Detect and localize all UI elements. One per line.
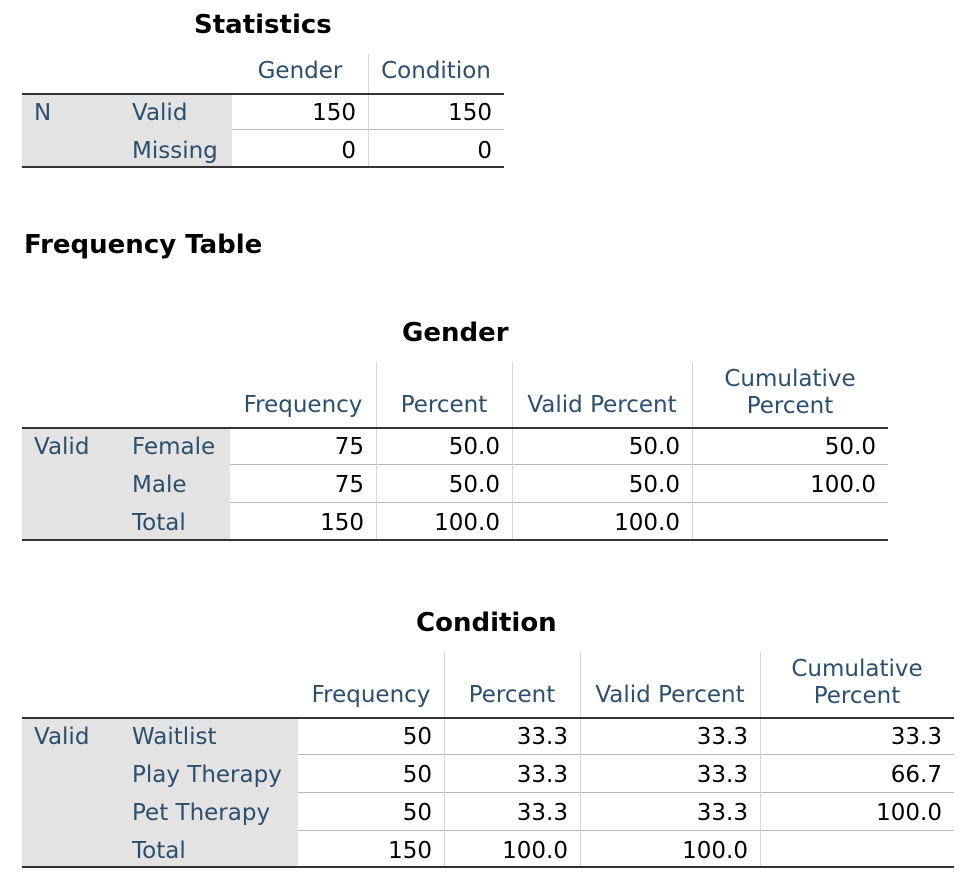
row-label-total: Total [132,510,186,536]
condition-total-frequency: 150 [388,838,432,864]
row-label-block [22,95,232,167]
gender-female-cumulative-percent: 50.0 [824,434,876,460]
row-rule [230,502,888,503]
frequency-table-heading: Frequency Table [24,230,263,260]
gender-header-percent: Percent [400,392,488,418]
gender-female-valid-percent: 50.0 [628,434,680,460]
condition-total-valid-percent: 100.0 [682,838,748,864]
header-rule [22,93,504,95]
gender-title: Gender [402,318,509,348]
statistics-title: Statistics [194,10,332,40]
row-label-male: Male [132,472,187,498]
header-divider [444,652,445,718]
gender-header-frequency: Frequency [243,392,363,418]
header-divider [692,362,693,428]
table-bottom-rule [22,166,504,168]
row-group-valid: Valid [34,724,90,750]
row-label-block [22,719,298,867]
condition-pet-therapy-frequency: 50 [402,800,432,826]
header-divider [368,54,369,94]
gender-header-cumulative-percent: Cumulative Percent [724,366,856,419]
row-rule [298,754,954,755]
row-rule [230,464,888,465]
stat-missing-condition: 0 [477,138,492,164]
col-divider [376,429,377,540]
condition-header-frequency: Frequency [311,682,431,708]
condition-total-percent: 100.0 [502,838,568,864]
gender-male-frequency: 75 [334,472,364,498]
header-divider [512,362,513,428]
condition-waitlist-valid-percent: 33.3 [696,724,748,750]
condition-play-therapy-percent: 33.3 [516,762,568,788]
column-header-condition: Condition [381,58,491,84]
header-rule [22,427,888,429]
row-label-female: Female [132,434,216,460]
gender-female-percent: 50.0 [448,434,500,460]
condition-pet-therapy-valid-percent: 33.3 [696,800,748,826]
row-label-pet-therapy: Pet Therapy [132,800,271,826]
stat-valid-condition: 150 [448,100,492,126]
col-divider [368,95,369,167]
col-divider [692,429,693,540]
condition-waitlist-percent: 33.3 [516,724,568,750]
condition-waitlist-frequency: 50 [402,724,432,750]
header-divider [376,362,377,428]
gender-total-percent: 100.0 [434,510,500,536]
row-label-block [22,429,230,540]
col-divider [580,719,581,867]
header-divider [760,652,761,718]
condition-play-therapy-valid-percent: 33.3 [696,762,748,788]
row-rule [298,792,954,793]
row-group-valid: Valid [34,434,90,460]
condition-play-therapy-frequency: 50 [402,762,432,788]
condition-header-percent: Percent [468,682,556,708]
stat-valid-gender: 150 [312,100,356,126]
col-divider [760,719,761,867]
table-bottom-rule [22,539,888,541]
gender-male-valid-percent: 50.0 [628,472,680,498]
condition-pet-therapy-cumulative-percent: 100.0 [876,800,942,826]
row-label-waitlist: Waitlist [132,724,217,750]
col-divider [444,719,445,867]
row-group-n: N [34,100,52,126]
condition-title: Condition [416,608,557,638]
condition-header-cumulative-percent: Cumulative Percent [791,656,923,709]
column-header-gender: Gender [257,58,343,84]
condition-pet-therapy-percent: 33.3 [516,800,568,826]
row-label-missing: Missing [132,138,218,164]
condition-waitlist-cumulative-percent: 33.3 [890,724,942,750]
stat-missing-gender: 0 [341,138,356,164]
table-bottom-rule [22,866,954,868]
gender-total-frequency: 150 [320,510,364,536]
col-divider [512,429,513,540]
condition-play-therapy-cumulative-percent: 66.7 [890,762,942,788]
gender-total-valid-percent: 100.0 [614,510,680,536]
gender-male-percent: 50.0 [448,472,500,498]
gender-male-cumulative-percent: 100.0 [810,472,876,498]
row-label-play-therapy: Play Therapy [132,762,282,788]
condition-header-valid-percent: Valid Percent [595,682,745,708]
gender-header-valid-percent: Valid Percent [527,392,677,418]
row-label-total: Total [132,838,186,864]
header-rule [22,717,954,719]
header-divider [580,652,581,718]
row-rule [298,830,954,831]
gender-female-frequency: 75 [334,434,364,460]
row-label-valid: Valid [132,100,188,126]
